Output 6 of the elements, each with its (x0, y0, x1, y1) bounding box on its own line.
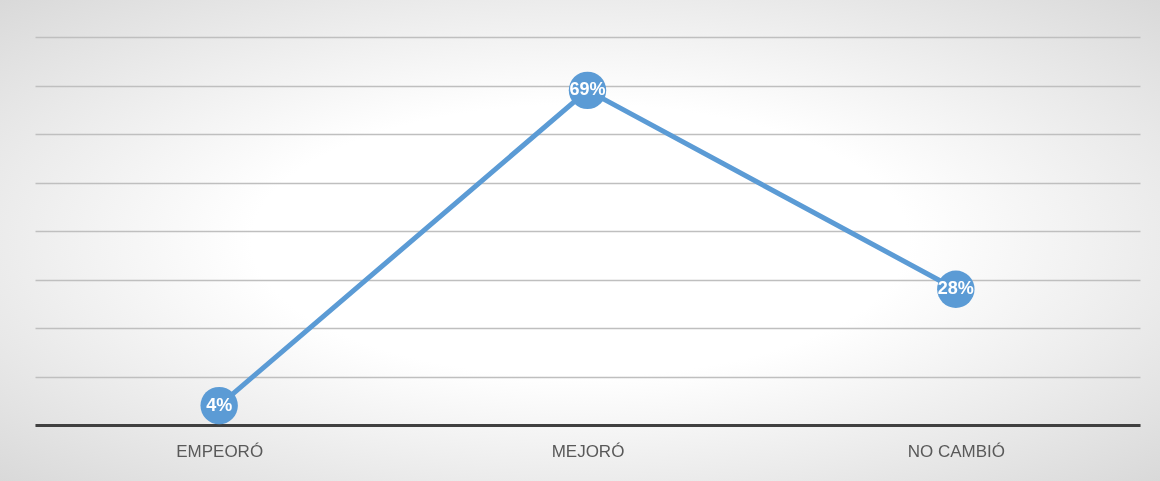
data-label: 69% (569, 79, 606, 100)
data-label: 28% (937, 278, 974, 299)
x-tick-label: NO CAMBIÓ (907, 441, 1005, 461)
data-label: 4% (206, 394, 233, 415)
x-tick-label: MEJORÓ (551, 441, 625, 461)
x-tick-label: EMPEORÓ (176, 441, 264, 461)
